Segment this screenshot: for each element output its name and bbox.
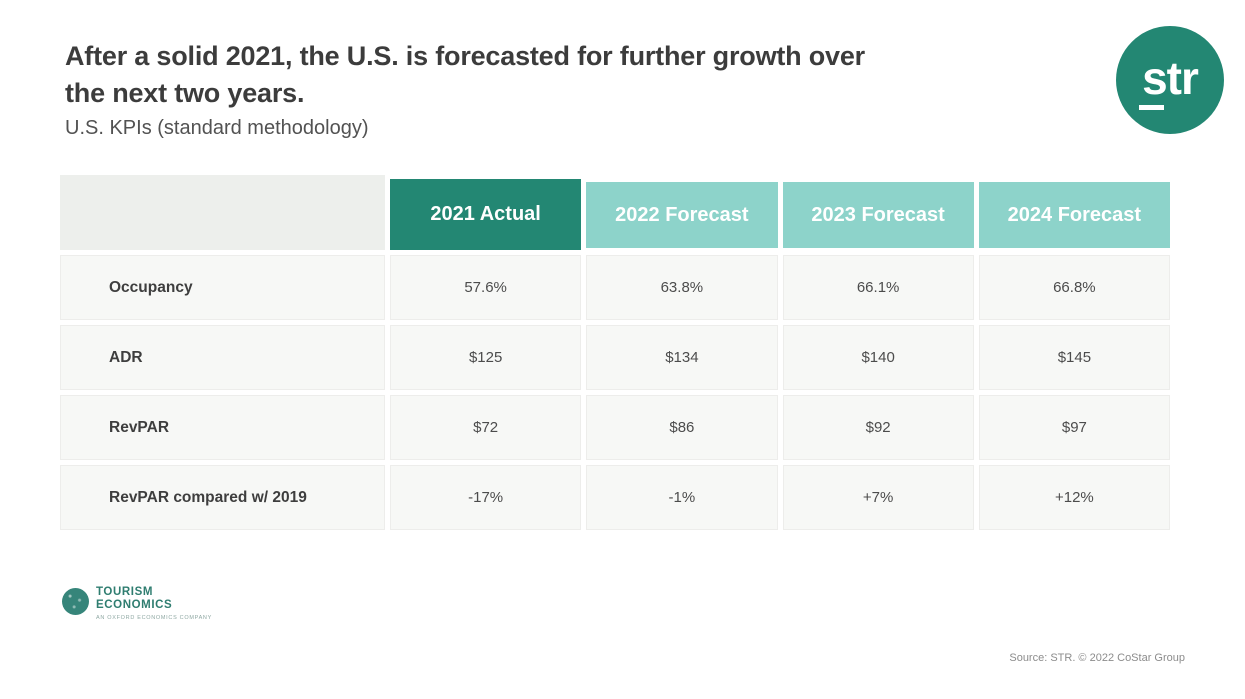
cell-occupancy-2023: 66.1% xyxy=(782,255,974,320)
cell-occupancy-2024: 66.8% xyxy=(978,255,1170,320)
corner-header-cell xyxy=(60,175,385,250)
page-title: After a solid 2021, the U.S. is forecast… xyxy=(65,38,865,112)
column-header-2024-forecast: 2024 Forecast xyxy=(978,182,1170,248)
tourism-economics-text: TOURISM ECONOMICS AN OXFORD ECONOMICS CO… xyxy=(96,586,212,621)
cell-adr-2022: $134 xyxy=(586,325,778,390)
cell-adr-2023: $140 xyxy=(782,325,974,390)
row-label-revpar-vs-2019: RevPAR compared w/ 2019 xyxy=(60,465,385,530)
tourism-economics-logo: TOURISM ECONOMICS AN OXFORD ECONOMICS CO… xyxy=(62,586,212,621)
page-title-line1: After a solid 2021, the U.S. is forecast… xyxy=(65,41,865,71)
page-subtitle: U.S. KPIs (standard methodology) xyxy=(65,117,369,139)
column-header-2023-forecast: 2023 Forecast xyxy=(782,182,974,248)
str-logo-underline xyxy=(1139,105,1164,110)
kpi-table: 2021 Actual 2022 Forecast 2023 Forecast … xyxy=(60,175,1170,530)
column-header-2022-forecast: 2022 Forecast xyxy=(586,182,778,248)
tourism-economics-name-line2: ECONOMICS xyxy=(96,599,173,611)
cell-adr-2021: $125 xyxy=(390,325,582,390)
tourism-economics-name-line1: TOURISM xyxy=(96,586,154,598)
tourism-economics-tagline: AN OXFORD ECONOMICS COMPANY xyxy=(96,615,212,621)
cell-revpar-vs-2019-2024: +12% xyxy=(978,465,1170,530)
globe-icon xyxy=(62,588,89,615)
str-logo: str xyxy=(1116,26,1224,134)
column-header-2021-actual: 2021 Actual xyxy=(390,179,582,250)
cell-revpar-vs-2019-2023: +7% xyxy=(782,465,974,530)
cell-occupancy-2022: 63.8% xyxy=(586,255,778,320)
cell-adr-2024: $145 xyxy=(978,325,1170,390)
page-title-line2: the next two years. xyxy=(65,78,305,108)
cell-revpar-2022: $86 xyxy=(586,395,778,460)
source-note: Source: STR. © 2022 CoStar Group xyxy=(1009,652,1185,664)
str-logo-text: str xyxy=(1142,52,1199,104)
cell-occupancy-2021: 57.6% xyxy=(390,255,582,320)
row-label-adr: ADR xyxy=(60,325,385,390)
row-label-occupancy: Occupancy xyxy=(60,255,385,320)
cell-revpar-vs-2019-2021: -17% xyxy=(390,465,582,530)
cell-revpar-vs-2019-2022: -1% xyxy=(586,465,778,530)
cell-revpar-2021: $72 xyxy=(390,395,582,460)
cell-revpar-2024: $97 xyxy=(978,395,1170,460)
cell-revpar-2023: $92 xyxy=(782,395,974,460)
row-label-revpar: RevPAR xyxy=(60,395,385,460)
